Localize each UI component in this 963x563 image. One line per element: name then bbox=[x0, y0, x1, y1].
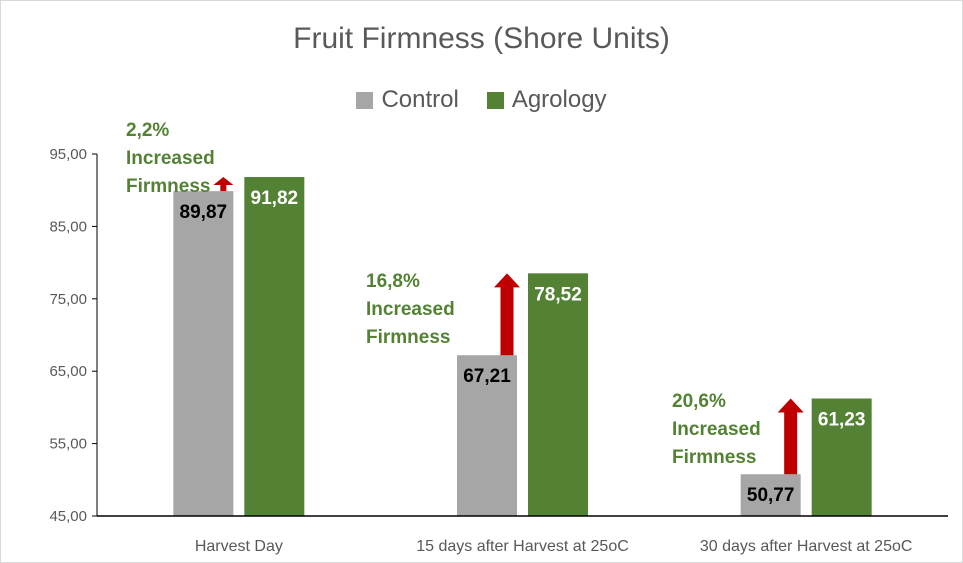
bar-agrology bbox=[811, 398, 872, 516]
category-label: 15 days after Harvest at 25oC bbox=[416, 538, 629, 555]
bar-agrology bbox=[244, 177, 305, 516]
y-tick-label: 65,00 bbox=[49, 363, 87, 380]
legend-label-control: Control bbox=[381, 86, 459, 113]
annotation-text: Firmness bbox=[126, 176, 210, 197]
increase-arrow-icon bbox=[494, 273, 520, 356]
bar-agrology bbox=[528, 273, 588, 516]
annotation-text: Firmness bbox=[672, 447, 756, 468]
data-label: 50,77 bbox=[747, 485, 795, 506]
chart-title: Fruit Firmness (Shore Units) bbox=[293, 22, 670, 55]
data-label: 91,82 bbox=[251, 188, 299, 209]
legend-swatch-agrology bbox=[486, 91, 504, 109]
increase-arrow-icon bbox=[777, 398, 804, 475]
annotation-text: Increased bbox=[672, 419, 761, 440]
y-tick-label: 55,00 bbox=[49, 436, 87, 453]
legend: Control Agrology bbox=[0, 86, 963, 114]
annotation-text: 2,2% bbox=[126, 120, 169, 141]
data-label: 61,23 bbox=[818, 409, 866, 430]
bar-control bbox=[457, 355, 517, 516]
annotation-text: Increased bbox=[126, 148, 215, 169]
data-label: 89,87 bbox=[180, 202, 228, 223]
legend-swatch-control bbox=[356, 91, 374, 109]
y-tick-label: 75,00 bbox=[49, 291, 87, 308]
annotation-text: 16,8% bbox=[366, 271, 420, 292]
data-label: 67,21 bbox=[463, 366, 511, 387]
legend-item-agrology: Agrology bbox=[486, 86, 607, 114]
annotation-text: Increased bbox=[366, 299, 455, 320]
increase-arrow-icon bbox=[213, 177, 234, 192]
bar-control bbox=[740, 474, 801, 516]
category-label: 30 days after Harvest at 25oC bbox=[700, 538, 913, 555]
legend-item-control: Control bbox=[356, 86, 459, 114]
data-label: 78,52 bbox=[534, 284, 582, 305]
y-tick-label: 45,00 bbox=[49, 508, 87, 525]
y-tick-label: 85,00 bbox=[49, 218, 87, 235]
annotation-text: Firmness bbox=[366, 327, 450, 348]
bar-control bbox=[173, 191, 234, 516]
category-label: Harvest Day bbox=[195, 538, 283, 555]
y-tick-label: 95,00 bbox=[49, 146, 87, 163]
annotation-text: 20,6% bbox=[672, 391, 726, 412]
legend-label-agrology: Agrology bbox=[511, 86, 607, 113]
